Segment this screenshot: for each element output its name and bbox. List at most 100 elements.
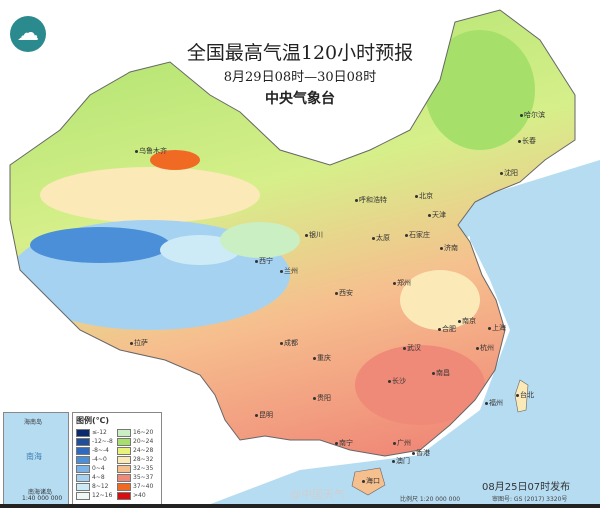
legend-item: 37~40 bbox=[117, 482, 158, 491]
city-name: 澳门 bbox=[396, 457, 410, 465]
map-scale: 比例尺 1:20 000 000 bbox=[400, 496, 461, 503]
issuer: 中央气象台 bbox=[265, 91, 335, 107]
city-label: 昆明 bbox=[255, 410, 273, 420]
legend-swatch bbox=[117, 446, 131, 455]
city-label: 兰州 bbox=[280, 266, 298, 276]
city-name: 成都 bbox=[284, 339, 298, 347]
inset-sea: 南海 bbox=[26, 452, 42, 461]
legend-item: 12~16 bbox=[76, 491, 117, 500]
city-dot-icon bbox=[372, 236, 375, 240]
city-dot-icon bbox=[432, 371, 435, 375]
city-label: 澳门 bbox=[392, 456, 410, 466]
legend-label: 35~37 bbox=[133, 474, 154, 481]
city-dot-icon bbox=[403, 346, 406, 350]
city-label: 合肥 bbox=[438, 324, 456, 334]
city-name: 台北 bbox=[520, 391, 534, 399]
city-dot-icon bbox=[458, 319, 461, 323]
legend-swatch bbox=[76, 455, 90, 464]
hainan bbox=[351, 467, 386, 496]
city-name: 昆明 bbox=[259, 411, 273, 419]
legend-swatch bbox=[76, 491, 90, 500]
city-label: 长沙 bbox=[388, 376, 406, 386]
legend-label: -4~0 bbox=[92, 456, 107, 463]
city-label: 上海 bbox=[488, 323, 506, 333]
city-name: 郑州 bbox=[397, 279, 411, 287]
cma-logo-icon: ☁ bbox=[10, 16, 46, 52]
city-name: 南京 bbox=[462, 317, 476, 325]
legend-label: 12~16 bbox=[92, 492, 113, 499]
legend-item: 32~35 bbox=[117, 464, 158, 473]
city-dot-icon bbox=[428, 213, 431, 217]
legend-swatch bbox=[76, 428, 90, 437]
city-label: 郑州 bbox=[393, 278, 411, 288]
legend-label: 8~12 bbox=[92, 483, 109, 490]
city-name: 银川 bbox=[309, 231, 323, 239]
city-label: 福州 bbox=[485, 398, 503, 408]
city-dot-icon bbox=[280, 341, 283, 345]
city-name: 天津 bbox=[432, 211, 446, 219]
city-dot-icon bbox=[516, 393, 519, 397]
legend-swatch bbox=[76, 473, 90, 482]
city-label: 香港 bbox=[412, 448, 430, 458]
city-name: 香港 bbox=[416, 449, 430, 457]
city-name: 乌鲁木齐 bbox=[139, 147, 167, 155]
city-name: 重庆 bbox=[317, 354, 331, 362]
legend-swatch bbox=[117, 437, 131, 446]
legend-label: 37~40 bbox=[133, 483, 154, 490]
legend-item: -12~-8 bbox=[76, 437, 117, 446]
legend-item: 28~32 bbox=[117, 455, 158, 464]
city-name: 杭州 bbox=[480, 344, 494, 352]
legend-item: 20~24 bbox=[117, 437, 158, 446]
city-dot-icon bbox=[130, 341, 133, 345]
city-label: 太原 bbox=[372, 233, 390, 243]
legend-label: 24~28 bbox=[133, 447, 154, 454]
legend-label: ≤-12 bbox=[92, 429, 107, 436]
legend-item: -4~0 bbox=[76, 455, 117, 464]
issued-time: 08月25日07时发布 bbox=[482, 482, 571, 493]
city-label: 济南 bbox=[440, 243, 458, 253]
city-label: 西宁 bbox=[255, 256, 273, 266]
legend-label: 0~4 bbox=[92, 465, 105, 472]
city-dot-icon bbox=[393, 441, 396, 445]
city-label: 西安 bbox=[335, 288, 353, 298]
city-name: 哈尔滨 bbox=[524, 111, 545, 119]
city-dot-icon bbox=[438, 327, 441, 331]
city-label: 成都 bbox=[280, 338, 298, 348]
city-dot-icon bbox=[280, 269, 283, 273]
legend-label: -8~-4 bbox=[92, 447, 109, 454]
city-label: 武汉 bbox=[403, 343, 421, 353]
city-dot-icon bbox=[305, 233, 308, 237]
inset-island: 海南岛 bbox=[24, 419, 43, 426]
legend-label: 4~8 bbox=[92, 474, 105, 481]
city-label: 重庆 bbox=[313, 353, 331, 363]
city-dot-icon bbox=[255, 413, 258, 417]
bottom-border bbox=[0, 504, 600, 508]
city-dot-icon bbox=[405, 233, 408, 237]
city-dot-icon bbox=[255, 259, 258, 263]
legend: 图例(℃) ≤-12 -12~-8 -8~-4 -4~0 0~4 4~8 8~12 12~16… bbox=[72, 412, 162, 506]
city-label: 天津 bbox=[428, 210, 446, 220]
city-dot-icon bbox=[415, 194, 418, 198]
city-label: 南宁 bbox=[335, 438, 353, 448]
city-dot-icon bbox=[485, 401, 488, 405]
legend-label: 20~24 bbox=[133, 438, 154, 445]
city-name: 呼和浩特 bbox=[359, 196, 387, 204]
city-dot-icon bbox=[476, 346, 479, 350]
city-name: 福州 bbox=[489, 399, 503, 407]
legend-swatch bbox=[117, 428, 131, 437]
legend-swatch bbox=[76, 437, 90, 446]
legend-swatch bbox=[117, 464, 131, 473]
south-china-sea-inset: 海南岛 南海 南海诸岛 1:40 000 000 bbox=[3, 412, 69, 506]
legend-swatch bbox=[76, 464, 90, 473]
city-dot-icon bbox=[440, 246, 443, 250]
city-name: 南宁 bbox=[339, 439, 353, 447]
legend-item: 4~8 bbox=[76, 473, 117, 482]
legend-label: 16~20 bbox=[133, 429, 154, 436]
city-dot-icon bbox=[393, 281, 396, 285]
city-dot-icon bbox=[335, 441, 338, 445]
map-review-number: 审图号: GS (2017) 3320号 bbox=[492, 496, 568, 503]
legend-swatch bbox=[117, 491, 131, 500]
city-name: 贵阳 bbox=[317, 394, 331, 402]
city-label: 沈阳 bbox=[500, 168, 518, 178]
city-label: 广州 bbox=[393, 438, 411, 448]
